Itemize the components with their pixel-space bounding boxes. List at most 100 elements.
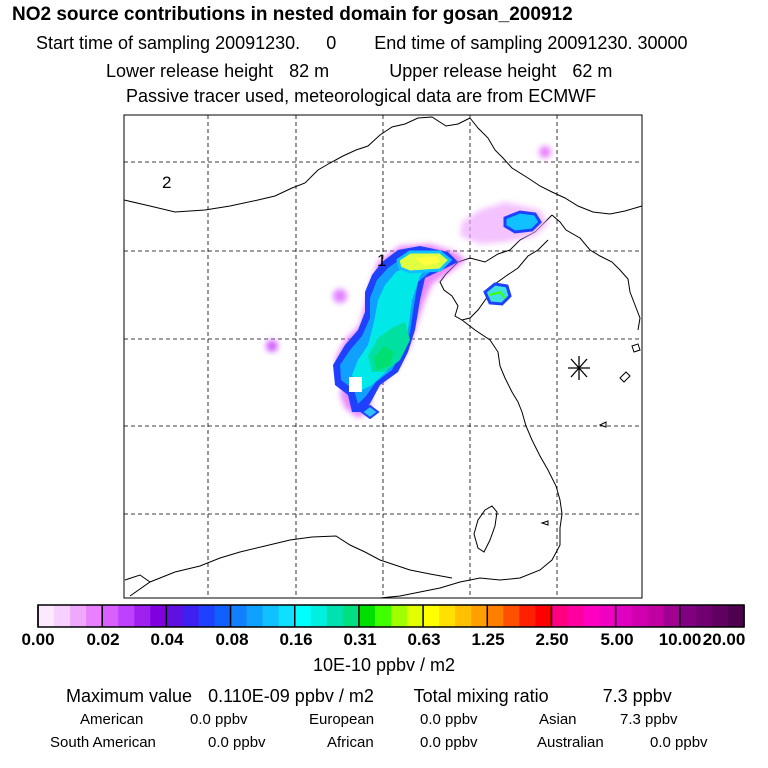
maximum-summary-line: Maximum value 0.110E-09 ppbv / m2 Total … xyxy=(66,686,672,707)
colorbar-tick: 20.00 xyxy=(702,630,746,649)
colorbar-swatch xyxy=(86,605,103,627)
colorbar-border xyxy=(37,604,745,628)
border-line xyxy=(124,574,151,583)
colorbar-swatch xyxy=(567,605,585,627)
colorbar-swatch xyxy=(246,605,264,627)
island-coastline xyxy=(631,343,641,353)
region-name: European xyxy=(309,711,375,728)
china-east-coastline xyxy=(379,319,563,598)
colorbar-unit: 10E-10 ppbv / m2 xyxy=(312,655,456,675)
colorbar-swatch xyxy=(423,605,440,627)
total-mixing-value: 7.3 ppbv xyxy=(602,686,672,706)
plume-core xyxy=(415,256,440,266)
colorbar-swatch xyxy=(166,605,183,627)
colorbar-swatch xyxy=(535,605,552,627)
region-name: American xyxy=(80,711,144,728)
colorbar-tick: 0.31 xyxy=(343,630,377,649)
colorbar-swatch xyxy=(118,605,135,627)
colorbar-swatch xyxy=(182,605,199,627)
colorbar-swatch xyxy=(663,605,681,627)
colorbar-swatch xyxy=(439,605,456,627)
upper-release-value: 62 m xyxy=(572,61,613,81)
region-value: 0.0 ppbv xyxy=(208,734,266,751)
taiwan-coastline xyxy=(473,505,498,553)
colorbar-swatch xyxy=(679,605,697,627)
region-value: 0.0 ppbv xyxy=(190,711,248,728)
colorbar-swatch xyxy=(134,605,151,627)
colorbar-swatch xyxy=(150,605,167,627)
colorbar-swatch xyxy=(551,605,568,627)
sampling-times-line: Start time of sampling 20091230. 0 End t… xyxy=(36,33,688,54)
colorbar-swatch xyxy=(391,605,408,627)
plume-fringe xyxy=(333,289,347,303)
region-value: 7.3 ppbv xyxy=(620,711,678,728)
release-heights-line: Lower release height 82 m Upper release … xyxy=(106,61,612,82)
colorbar-swatch xyxy=(519,605,536,627)
border-line xyxy=(124,116,471,213)
colorbar-swatch xyxy=(310,605,328,627)
colorbar-tick: 0.04 xyxy=(150,630,184,649)
colorbar-swatch xyxy=(631,605,649,627)
lower-release-label: Lower release height xyxy=(106,61,274,81)
colorbar-tick: 0.63 xyxy=(407,630,441,649)
end-time-label: End time of sampling xyxy=(374,33,543,53)
region-name: Australian xyxy=(537,734,604,751)
map-label-1: 1 xyxy=(377,251,386,270)
colorbar-swatch xyxy=(503,605,520,627)
colorbar-tick: 5.00 xyxy=(600,630,634,649)
colorbar-swatch xyxy=(599,605,617,627)
bohai-coastline xyxy=(439,214,553,321)
region-name: African xyxy=(327,734,374,751)
colorbar-tick: 10.00 xyxy=(658,630,702,649)
colorbar-swatch xyxy=(647,605,665,627)
colorbar-tick: 1.25 xyxy=(471,630,505,649)
colorbar-swatch xyxy=(262,605,280,627)
max-value-label: Maximum value xyxy=(66,686,193,706)
border-line xyxy=(469,117,642,215)
plume-cyan xyxy=(483,282,512,306)
island-coastline xyxy=(619,371,631,383)
lower-release-value: 82 m xyxy=(289,61,330,81)
plume-blue xyxy=(360,404,380,420)
end-time-value: 20091230. 30000 xyxy=(547,33,688,53)
plume-green xyxy=(489,290,506,299)
border-line xyxy=(129,535,453,597)
colorbar-swatch xyxy=(583,605,601,627)
region-value: 0.0 ppbv xyxy=(650,734,708,751)
colorbar-swatch xyxy=(294,605,312,627)
colorbar-tick: 0.00 xyxy=(21,630,55,649)
region-value: 0.0 ppbv xyxy=(420,711,478,728)
colorbar-swatch xyxy=(455,605,472,627)
colorbar-swatch xyxy=(711,605,729,627)
start-time-value: 20091230. xyxy=(215,33,301,53)
map-label-2: 2 xyxy=(162,173,171,192)
colorbar-swatch xyxy=(358,605,376,627)
plot-title: NO2 source contributions in nested domai… xyxy=(12,4,573,25)
plume-fringe xyxy=(266,340,278,352)
colorbar-swatch xyxy=(374,605,392,627)
colorbar-swatch xyxy=(487,605,504,627)
plume-blue xyxy=(503,210,542,234)
region-name: South American xyxy=(50,734,156,751)
colorbar-swatch xyxy=(695,605,713,627)
coastlines-borders xyxy=(124,116,642,598)
region-name: Asian xyxy=(539,711,577,728)
plume-gap xyxy=(349,377,362,392)
colorbar-swatch xyxy=(278,605,296,627)
colorbar-swatch xyxy=(54,605,71,627)
asterisk-receptor-icon xyxy=(568,356,590,380)
colorbar-swatch xyxy=(230,605,248,627)
grid-lines xyxy=(124,115,642,598)
island-coastline xyxy=(540,520,549,526)
island-coastline xyxy=(598,421,607,428)
colorbar-swatch xyxy=(342,605,360,627)
colorbar-swatch xyxy=(198,605,215,627)
colorbar-swatch xyxy=(407,605,424,627)
start-time-label: Start time of sampling xyxy=(36,33,211,53)
colorbar-swatch xyxy=(38,605,55,627)
colorbar-swatch xyxy=(326,605,344,627)
colorbar-tick: 0.08 xyxy=(215,630,249,649)
concentration-field xyxy=(266,146,551,420)
start-hour-value: 0 xyxy=(326,33,337,53)
